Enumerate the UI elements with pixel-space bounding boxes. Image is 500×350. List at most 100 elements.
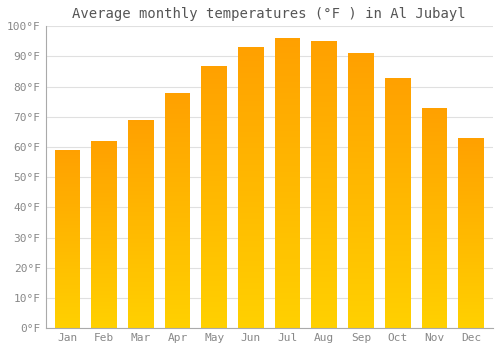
Bar xyxy=(275,152,300,154)
Bar xyxy=(165,121,190,123)
Bar xyxy=(385,125,410,128)
Bar xyxy=(54,246,80,248)
Bar xyxy=(458,155,484,157)
Bar xyxy=(238,101,264,104)
Bar xyxy=(385,195,410,198)
Bar xyxy=(275,317,300,320)
Bar xyxy=(128,128,154,130)
Bar xyxy=(275,117,300,119)
Bar xyxy=(202,168,227,170)
Bar xyxy=(54,164,80,166)
Bar xyxy=(275,146,300,148)
Bar xyxy=(54,276,80,278)
Bar xyxy=(54,170,80,172)
Bar xyxy=(275,140,300,143)
Bar xyxy=(54,230,80,232)
Bar xyxy=(202,220,227,223)
Bar xyxy=(458,319,484,321)
Bar xyxy=(275,320,300,322)
Bar xyxy=(385,133,410,135)
Bar xyxy=(275,192,300,195)
Bar xyxy=(202,178,227,181)
Bar xyxy=(54,327,80,328)
Bar xyxy=(128,139,154,141)
Bar xyxy=(238,56,264,59)
Bar xyxy=(348,152,374,155)
Bar xyxy=(348,196,374,199)
Bar xyxy=(165,298,190,300)
Bar xyxy=(458,193,484,195)
Bar xyxy=(348,122,374,125)
Bar xyxy=(385,225,410,228)
Bar xyxy=(128,209,154,211)
Bar xyxy=(422,258,447,260)
Bar xyxy=(92,180,117,182)
Bar xyxy=(92,280,117,281)
Bar xyxy=(458,161,484,163)
Bar xyxy=(275,125,300,128)
Bar xyxy=(128,124,154,126)
Bar xyxy=(54,257,80,259)
Bar xyxy=(92,162,117,163)
Bar xyxy=(238,188,264,191)
Bar xyxy=(238,174,264,176)
Bar xyxy=(92,246,117,248)
Bar xyxy=(165,241,190,243)
Bar xyxy=(422,181,447,183)
Bar xyxy=(202,173,227,176)
Bar xyxy=(458,254,484,256)
Bar xyxy=(275,288,300,290)
Bar xyxy=(275,209,300,212)
Bar xyxy=(422,200,447,203)
Bar xyxy=(202,212,227,215)
Bar xyxy=(165,276,190,279)
Bar xyxy=(92,313,117,315)
Bar xyxy=(458,302,484,303)
Bar xyxy=(238,176,264,180)
Bar xyxy=(238,120,264,123)
Bar xyxy=(385,253,410,255)
Bar xyxy=(92,227,117,229)
Bar xyxy=(238,165,264,168)
Bar xyxy=(54,280,80,282)
Bar xyxy=(238,247,264,250)
Bar xyxy=(422,128,447,130)
Bar xyxy=(385,263,410,266)
Bar xyxy=(92,266,117,268)
Bar xyxy=(54,314,80,316)
Bar xyxy=(128,301,154,303)
Bar xyxy=(202,262,227,265)
Bar xyxy=(385,308,410,311)
Bar xyxy=(348,243,374,246)
Bar xyxy=(385,115,410,118)
Bar xyxy=(312,236,337,239)
Bar xyxy=(385,175,410,178)
Bar xyxy=(458,275,484,277)
Bar xyxy=(348,128,374,131)
Bar xyxy=(202,271,227,273)
Bar xyxy=(385,318,410,321)
Bar xyxy=(54,305,80,307)
Bar xyxy=(54,214,80,216)
Bar xyxy=(128,158,154,160)
Bar xyxy=(275,105,300,108)
Bar xyxy=(238,84,264,87)
Bar xyxy=(92,287,117,289)
Bar xyxy=(458,271,484,273)
Bar xyxy=(54,173,80,175)
Bar xyxy=(202,257,227,260)
Bar xyxy=(202,65,227,68)
Bar xyxy=(128,249,154,251)
Bar xyxy=(458,180,484,182)
Bar xyxy=(165,140,190,142)
Bar xyxy=(348,257,374,259)
Bar xyxy=(165,265,190,267)
Bar xyxy=(422,211,447,214)
Bar xyxy=(54,248,80,250)
Bar xyxy=(385,83,410,85)
Bar xyxy=(202,194,227,197)
Bar xyxy=(238,292,264,294)
Bar xyxy=(238,104,264,106)
Bar xyxy=(348,163,374,166)
Bar xyxy=(92,263,117,265)
